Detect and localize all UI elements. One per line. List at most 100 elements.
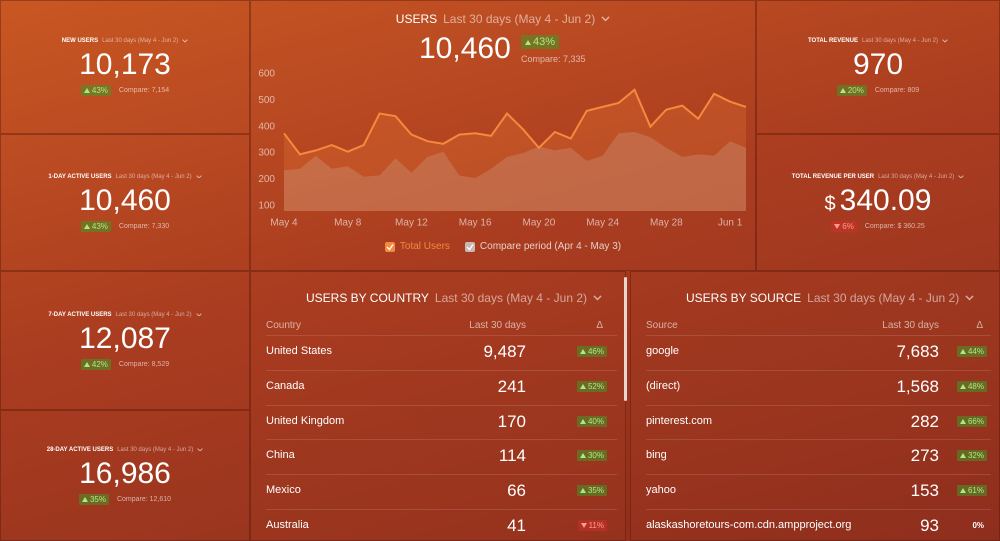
legend: Total Users Compare period (Apr 4 - May 3… — [251, 241, 755, 252]
change-badge: 35% — [78, 493, 109, 505]
row-separator — [266, 474, 617, 476]
row-name: China — [266, 449, 295, 462]
legend-checkbox[interactable] — [464, 241, 475, 252]
arrow-icon — [579, 453, 586, 459]
change-badge: 30% — [576, 450, 607, 462]
change-text: 52% — [587, 381, 604, 391]
chevron-icon[interactable] — [195, 312, 202, 317]
legend-checkbox[interactable] — [384, 241, 395, 252]
chevron-shape — [593, 295, 602, 301]
chevron-shape — [195, 312, 202, 317]
chevron-icon[interactable] — [601, 16, 610, 22]
scrollbar[interactable] — [624, 277, 627, 401]
change-badge: 44% — [956, 346, 987, 357]
arrow-icon — [834, 223, 841, 229]
x-tick-label: May 24 — [586, 218, 619, 229]
change-badge: 43% — [80, 85, 111, 96]
tile-value: 16,986 — [79, 457, 171, 491]
metric-tile: TOTAL REVENUE Last 30 days (May 4 - Jun 2… — [756, 0, 1000, 134]
metric-tile: 7-DAY ACTIVE USERS Last 30 days (May 4 - … — [0, 271, 250, 410]
arrow-icon — [579, 488, 586, 494]
tile-period: Last 30 days (May 4 - Jun 2) — [102, 38, 179, 44]
tile-header: 28-DAY ACTIVE USERS Last 30 days (May 4 -… — [47, 447, 204, 453]
row-value: 9,487 — [483, 342, 526, 361]
change-text: 30% — [587, 451, 604, 461]
tile-footer: 6% Compare: $ 360.25 — [831, 220, 925, 232]
change-badge: 52% — [576, 380, 607, 392]
tile-value: 970 — [853, 48, 903, 82]
tile-header: 7-DAY ACTIVE USERS Last 30 days (May 4 - … — [48, 312, 202, 318]
chevron-icon[interactable] — [942, 39, 948, 43]
x-tick-label: May 20 — [522, 218, 555, 229]
arrow-icon — [83, 361, 90, 367]
value-prefix: $ — [824, 192, 836, 215]
tile-value: 12,087 — [79, 322, 171, 356]
arrow-icon — [959, 383, 966, 389]
row-separator — [266, 369, 617, 371]
column-header: Last 30 days — [882, 320, 939, 331]
arrow-icon — [580, 523, 587, 528]
row-name: alaskashoretours-com.cdn.ampproject.org — [646, 519, 852, 531]
change-text: 44% — [967, 347, 984, 356]
chevron-icon[interactable] — [593, 295, 602, 301]
metric-tile: TOTAL REVENUE PER USER Last 30 days (May … — [756, 134, 1000, 271]
chevron-icon[interactable] — [965, 295, 974, 301]
change-text: 43% — [91, 86, 108, 95]
tile-title: TOTAL REVENUE — [807, 38, 858, 44]
change-badge: 32% — [956, 450, 987, 462]
row-value: 170 — [497, 411, 526, 431]
change-text: 43% — [533, 36, 556, 48]
tile-title: TOTAL REVENUE PER USER — [791, 173, 875, 180]
tile-period: Last 30 days (May 4 - Jun 2) — [115, 173, 192, 180]
column-header: Δ — [976, 320, 983, 331]
widget-header: USERS Last 30 days (May 4 - Jun 2) — [251, 12, 755, 26]
chevron-icon[interactable] — [182, 39, 188, 43]
chevron-shape — [965, 295, 974, 301]
change-badge: 11% — [577, 520, 607, 531]
change-text: 35% — [587, 486, 604, 496]
change-text: 32% — [967, 451, 984, 461]
tile-value: 10,173 — [79, 48, 171, 82]
change-badge: 48% — [956, 380, 987, 392]
users-line-chart: 100 200 300 400 500 600 May 4 May 8 May 12 May 16… — [258, 69, 747, 229]
arrow-icon — [83, 223, 90, 229]
change-badge: 61% — [956, 485, 987, 497]
metric-tile: 28-DAY ACTIVE USERS Last 30 days (May 4 -… — [0, 410, 250, 541]
change-text: 48% — [967, 381, 984, 391]
tile-period: Last 30 days (May 4 - Jun 2) — [861, 38, 939, 44]
chevron-icon[interactable] — [197, 447, 203, 452]
row-value: 1,568 — [896, 376, 939, 396]
chevron-icon[interactable] — [195, 174, 202, 179]
arrow-icon — [959, 453, 966, 459]
row-separator — [266, 404, 617, 406]
checkbox-check — [466, 243, 474, 251]
row-name: Canada — [266, 379, 305, 392]
table-title: USERS BY SOURCE — [686, 291, 802, 305]
change-text: 0% — [972, 521, 984, 530]
x-tick-label: May 4 — [270, 218, 298, 229]
tile-header: 1-DAY ACTIVE USERS Last 30 days (May 4 - … — [48, 173, 202, 180]
chevron-icon[interactable] — [958, 174, 964, 179]
y-tick-label: 200 — [258, 174, 275, 185]
row-name: (direct) — [646, 379, 681, 392]
tile-title: NEW USERS — [61, 38, 99, 44]
x-tick-label: May 8 — [334, 218, 362, 229]
chevron-shape — [195, 174, 202, 179]
chevron-shape — [197, 447, 203, 452]
users-widget: USERS Last 30 days (May 4 - Jun 2) 10,460 4… — [250, 0, 756, 271]
row-separator — [266, 439, 617, 441]
arrow-icon — [525, 39, 531, 45]
change-text: 42% — [91, 359, 108, 369]
compare-text: Compare: $ 360.25 — [864, 222, 925, 230]
column-header: Last 30 days — [469, 320, 526, 331]
tile-header: NEW USERS Last 30 days (May 4 - Jun 2) — [62, 38, 188, 44]
column-header: Δ — [596, 320, 603, 331]
widget-value: 10,460 — [419, 32, 511, 65]
arrow-icon — [959, 488, 966, 494]
tile-title: 28-DAY ACTIVE USERS — [46, 446, 114, 453]
row-name: United States — [266, 345, 333, 357]
row-value: 273 — [910, 446, 939, 466]
table-header: USERS BY SOURCE Last 30 days (May 4 - Jun… — [686, 291, 974, 305]
table-title: USERS BY COUNTRY — [306, 291, 429, 305]
metric-tile: NEW USERS Last 30 days (May 4 - Jun 2) 10,… — [0, 0, 250, 134]
